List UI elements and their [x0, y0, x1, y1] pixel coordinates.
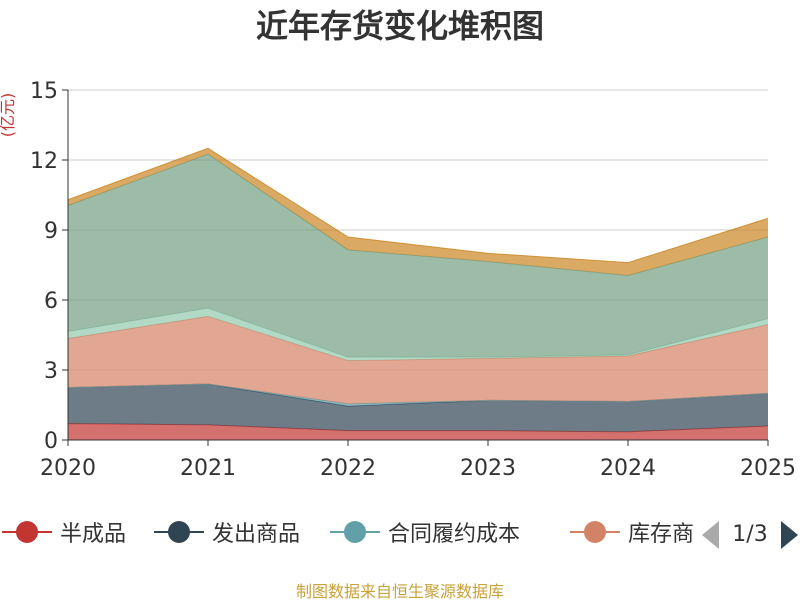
area-series-4 — [68, 308, 768, 361]
footer-source: 制图数据来自恒生聚源数据库 — [295, 582, 504, 601]
area-series-5 — [68, 154, 768, 358]
area-series-6 — [68, 148, 768, 276]
series-line-6 — [67, 147, 769, 264]
legend-label: 半成品 — [60, 522, 126, 547]
legend-circle-icon — [584, 521, 606, 543]
legend-circle-icon — [168, 521, 190, 543]
legend-label: 合同履约成本 — [388, 522, 520, 547]
area-series-2 — [68, 384, 768, 407]
axes: 0 3 6 9 12 15 2020 2021 2022 2023 2024 2025 — [30, 79, 796, 481]
y-tick-label: 12 — [30, 149, 58, 174]
legend-item-2[interactable]: 合同履约成本 — [330, 521, 520, 547]
y-tick-label: 3 — [44, 359, 58, 384]
legend-page-indicator: 1/3 — [732, 522, 767, 547]
legend-item-1[interactable]: 发出商品 — [154, 521, 300, 547]
x-tick-label: 2022 — [320, 456, 376, 481]
y-tick-label: 0 — [44, 429, 58, 454]
legend-label: 库存商 — [628, 522, 694, 547]
legend-item-0[interactable]: 半成品 — [2, 521, 126, 547]
legend-item-3[interactable]: 库存商 — [570, 521, 694, 547]
y-axis-label: (亿元) — [0, 93, 17, 138]
x-tick-label: 2023 — [460, 456, 516, 481]
y-tick-label: 15 — [30, 79, 58, 104]
y-tick-label: 6 — [44, 289, 58, 314]
area-series-0 — [68, 423, 768, 440]
legend-circle-icon — [344, 521, 366, 543]
x-tick-label: 2024 — [600, 456, 656, 481]
legend-label: 发出商品 — [212, 522, 300, 547]
triangle-right-icon[interactable] — [781, 521, 798, 549]
x-tick-label: 2020 — [40, 456, 96, 481]
legend-circle-icon — [16, 521, 38, 543]
y-tick-label: 9 — [44, 219, 58, 244]
x-tick-label: 2025 — [740, 456, 796, 481]
stacked-areas — [67, 147, 769, 440]
chart-title: 近年存货变化堆积图 — [255, 7, 544, 45]
x-tick-label: 2021 — [180, 456, 236, 481]
area-series-1 — [68, 384, 768, 432]
triangle-left-icon[interactable] — [702, 521, 719, 549]
legend: 半成品 发出商品 合同履约成本 库存商 1/3 — [2, 521, 798, 549]
area-series-3 — [68, 316, 768, 404]
